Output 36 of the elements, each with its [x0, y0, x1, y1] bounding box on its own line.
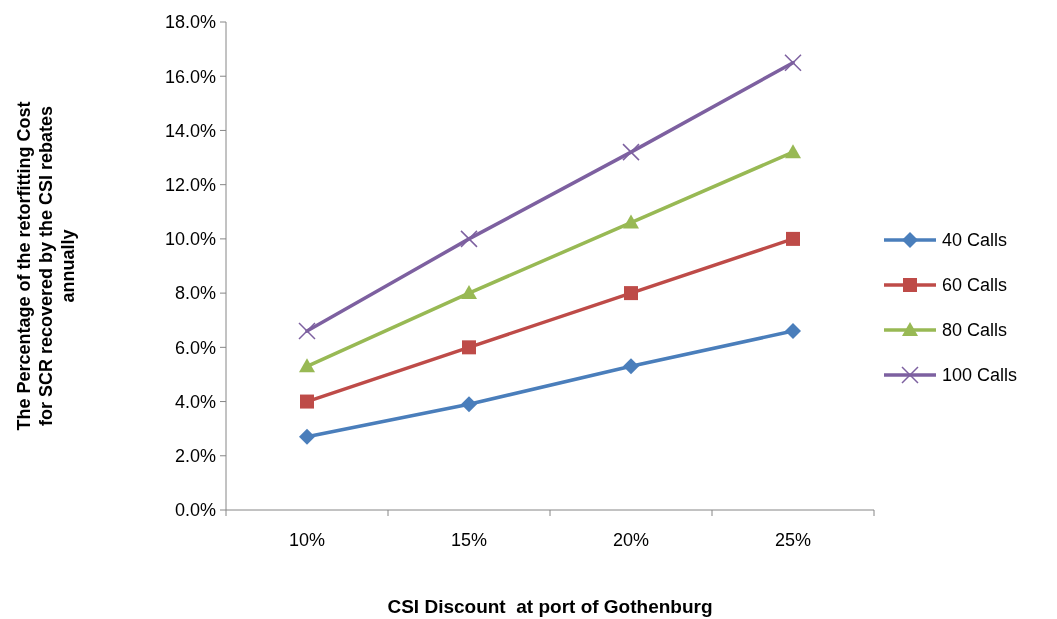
- point: [623, 358, 639, 375]
- point: [461, 285, 477, 300]
- point: [623, 214, 639, 229]
- point: [300, 394, 314, 409]
- point: [624, 286, 638, 301]
- point: [461, 396, 477, 413]
- point: [785, 144, 801, 159]
- point: [785, 323, 801, 340]
- point: [622, 143, 640, 161]
- y-tick-label: 8.0%: [174, 283, 216, 304]
- point: [299, 428, 315, 445]
- legend-label: 60 Calls: [942, 275, 1008, 296]
- point: [462, 340, 476, 355]
- y-tick-label: 12.0%: [164, 174, 216, 195]
- y-axis-title: The Percentage of the retorfitting Cost for SCR recovered by the CSI rebates annually: [14, 101, 78, 431]
- x-axis-title: CSI Discount at port of Gothenburg: [387, 596, 713, 617]
- x-tick-label: 10%: [288, 530, 326, 550]
- y-tick-label: 16.0%: [164, 66, 216, 87]
- legend-label: 80 Calls: [942, 320, 1008, 341]
- point: [460, 230, 478, 248]
- x-tick-label: 20%: [612, 530, 650, 550]
- point: [786, 231, 800, 246]
- point: [299, 358, 315, 373]
- y-tick-label: 6.0%: [174, 337, 216, 358]
- x-tick-label: 25%: [774, 530, 812, 550]
- y-tick-label: 4.0%: [174, 391, 216, 412]
- y-tick-label: 18.0%: [164, 12, 216, 33]
- x-tick-label: 15%: [450, 530, 488, 550]
- legend-label: 100 Calls: [942, 365, 1018, 386]
- y-tick-label: 0.0%: [174, 500, 216, 521]
- legend-label: 40 Calls: [942, 230, 1008, 251]
- point: [784, 53, 802, 72]
- y-tick-label: 2.0%: [174, 446, 216, 467]
- point: [298, 322, 316, 340]
- y-tick-label: 10.0%: [164, 229, 216, 250]
- y-tick-label: 14.0%: [164, 120, 216, 141]
